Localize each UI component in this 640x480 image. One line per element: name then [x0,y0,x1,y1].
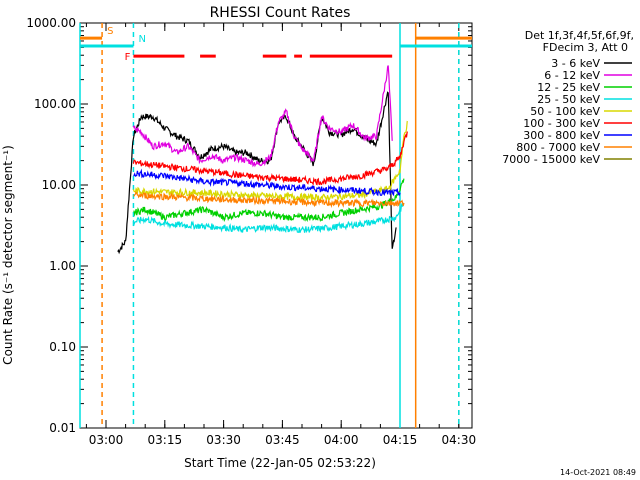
legend-header-line-1: Det 1f,3f,4f,5f,6f,9f, [525,29,634,42]
series-line [132,131,408,186]
plot-area: 0.01 0.10 1.00 10.00 100.00 1000.00 03:00 03:15… [26,16,476,447]
x-tick-label: 03:00 [89,433,124,447]
x-tick-label: 04:30 [442,433,477,447]
legend-header-line-2: FDecim 3, Att 0 [543,41,628,54]
series-line [133,190,405,209]
legend-entry-label: 800 - 7000 keV [516,141,600,154]
legend-entry-label: 300 - 800 keV [523,129,600,142]
y-tick-label: 1.00 [49,259,76,273]
legend-entry-label: 100 - 300 keV [523,117,600,130]
x-axis-label: Start Time (22-Jan-05 02:53:22) [184,456,376,470]
y-axis-label: Count Rate (s⁻¹ detector segment⁻¹) [1,145,15,365]
legend-entry-label: 6 - 12 keV [544,69,600,82]
x-tick-label: 04:15 [383,433,418,447]
legend-entry-label: 7000 - 15000 keV [502,153,600,166]
x-tick-label: 03:45 [265,433,300,447]
x-tick-label: 04:00 [324,433,359,447]
series-line [117,91,397,255]
x-tick-label: 03:15 [148,433,183,447]
legend-entry-label: 12 - 25 keV [537,81,600,94]
series-line [132,65,393,168]
x-tick-label: 03:30 [206,433,241,447]
y-tick-label: 10.00 [42,178,76,192]
y-tick-label: 100.00 [34,97,76,111]
legend-entry-label: 3 - 6 keV [551,57,600,70]
flag-f-label: F [125,52,131,63]
legend-entry-label: 50 - 100 keV [530,105,600,118]
footer-timestamp: 14-Oct-2021 08:49 [560,468,636,477]
flag-s-label: S [107,26,113,37]
legend-entry-label: 25 - 50 keV [537,93,600,106]
y-tick-label: 1000.00 [26,16,76,30]
y-tick-label: 0.10 [49,340,76,354]
series-line [133,178,405,223]
y-tick-label: 0.01 [49,421,76,435]
chart-title: RHESSI Count Rates [210,5,351,21]
flag-n-label: N [138,34,145,45]
series-line [132,202,405,234]
series-line [133,168,401,197]
